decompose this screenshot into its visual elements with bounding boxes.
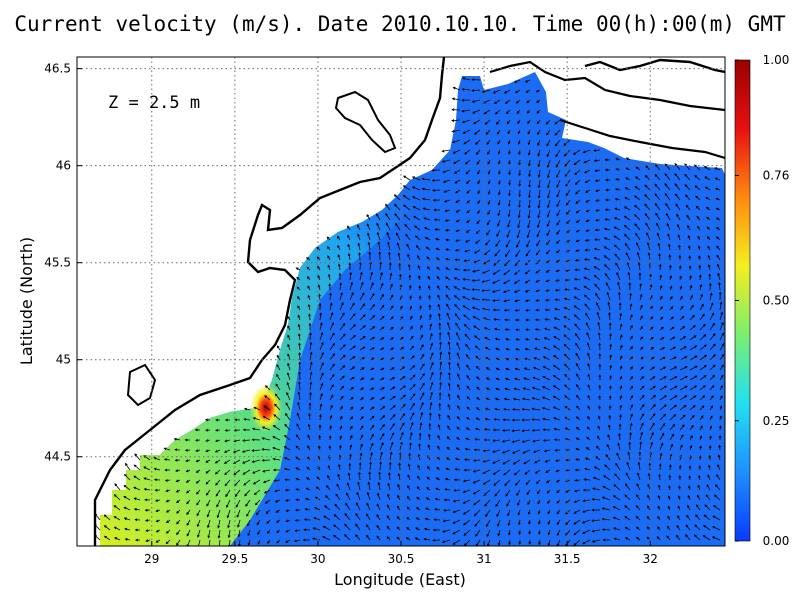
lagoon-outline <box>334 90 397 154</box>
velocity-maximum <box>250 384 282 432</box>
peninsula-outline <box>126 363 157 407</box>
x-tick-label: 30 <box>310 552 325 566</box>
colorbar-tick-label: 1.00 <box>763 53 790 67</box>
x-tick-label: 32 <box>643 552 658 566</box>
grid-lines <box>77 57 725 546</box>
x-tick-label: 31 <box>476 552 491 566</box>
colorbar-tick-label: 0.00 <box>763 534 790 548</box>
depth-label: Z = 2.5 m <box>108 93 200 113</box>
y-axis-ticks: 44.5 45 45.5 46 46.5 <box>44 62 82 464</box>
delta-branch <box>489 60 725 112</box>
delta-branch <box>559 118 725 160</box>
x-tick-label: 29 <box>144 552 159 566</box>
colorbar-tick-label: 0.76 <box>763 168 790 182</box>
x-tick-label: 29.5 <box>221 552 248 566</box>
colorbar-tick-label: 0.50 <box>763 294 790 308</box>
nearshore-current <box>100 180 420 546</box>
x-axis-ticks: 29 29.5 30 30.5 31 31.5 32 <box>144 541 658 566</box>
map-title: Current velocity (m/s). Date 2010.10.10.… <box>14 12 786 36</box>
y-tick-label: 46.5 <box>44 62 71 76</box>
colorbar-tick-label: 0.25 <box>763 414 790 428</box>
y-axis-label: Latitude (North) <box>17 237 36 365</box>
y-tick-label: 46 <box>56 159 71 173</box>
x-tick-label: 31.5 <box>554 552 581 566</box>
coastline <box>93 57 446 546</box>
y-tick-label: 44.5 <box>44 450 71 464</box>
y-tick-label: 45.5 <box>44 256 71 270</box>
colorbar-ticks: 0.00 0.25 0.50 0.76 1.00 <box>735 53 789 548</box>
x-tick-label: 30.5 <box>388 552 415 566</box>
x-axis-label: Longitude (East) <box>334 570 466 589</box>
y-tick-label: 45 <box>56 353 71 367</box>
